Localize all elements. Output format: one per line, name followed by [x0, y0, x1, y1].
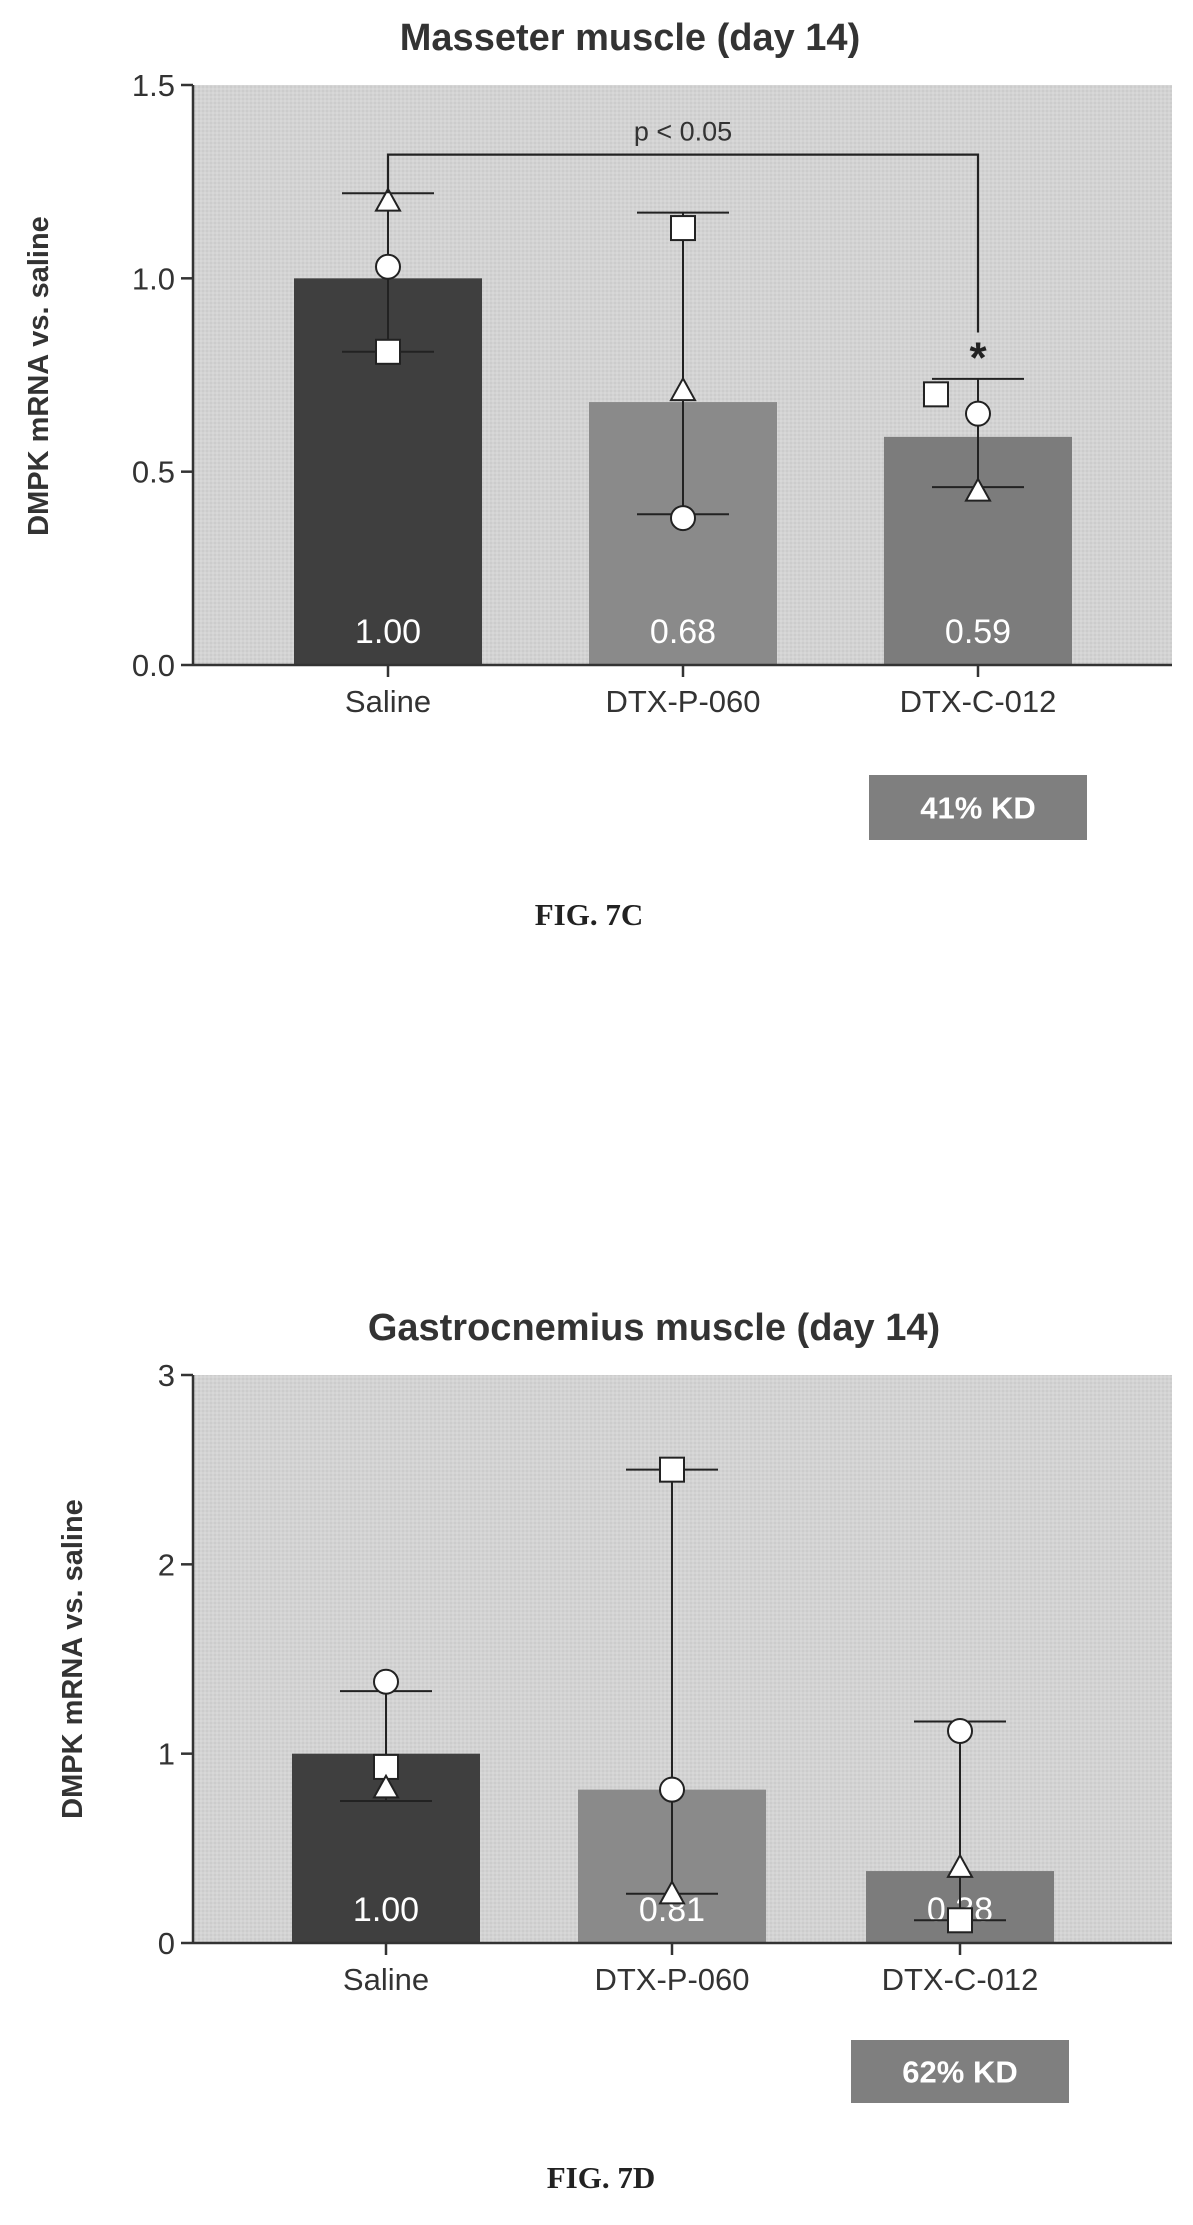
data-point-triangle [946, 1853, 974, 1878]
data-point-square [923, 381, 949, 408]
x-tick-label: DTX-P-060 [605, 684, 760, 719]
y-tick-label: 1 [158, 1737, 175, 1772]
chart-title: Masseter muscle (day 14) [400, 17, 860, 59]
knockdown-box [869, 775, 1087, 840]
knockdown-label: 41% KD [920, 791, 1035, 826]
significance-asterisk: * [969, 333, 987, 382]
data-point-circle [659, 1776, 685, 1803]
bar-value-label: 0.59 [945, 613, 1011, 651]
data-point-triangle [669, 376, 697, 402]
knockdown-box [851, 2040, 1069, 2103]
plot-area: 1.00 0.68 0.59 0.0 0.5 1.0 1.5 Saline DTX-P-060 D… [132, 68, 1172, 840]
chart-masseter: Masseter muscle (day 14) DMPK mRNA vs. s… [23, 17, 1172, 932]
y-tick-label: 0.0 [132, 648, 175, 683]
x-tick-label: DTX-P-060 [594, 1962, 749, 1997]
chart-title: Gastrocnemius muscle (day 14) [368, 1307, 940, 1349]
data-point-square [375, 338, 401, 365]
x-tick-label: DTX-C-012 [882, 1962, 1039, 1997]
figure-label: FIG. 7C [535, 897, 644, 932]
data-point-square [659, 1456, 685, 1483]
bar-value-label: 1.00 [355, 613, 421, 651]
y-tick-label: 1.5 [132, 68, 175, 103]
data-point-square [947, 1907, 973, 1934]
significance-bracket [386, 153, 980, 333]
data-point-circle [373, 1668, 399, 1695]
x-tick-label: Saline [345, 684, 431, 719]
data-point-circle [965, 400, 991, 427]
y-tick-label: 0 [158, 1926, 175, 1961]
data-point-triangle [372, 1773, 400, 1799]
y-tick-label: 2 [158, 1547, 175, 1582]
x-tick-label: DTX-C-012 [900, 684, 1057, 719]
data-point-circle [670, 505, 696, 532]
bar-value-label: 1.00 [353, 1891, 419, 1929]
data-point-triangle [964, 476, 992, 502]
data-point-square [670, 215, 696, 242]
y-tick-label: 1.0 [132, 261, 175, 296]
y-tick-label: 3 [158, 1358, 175, 1393]
plot-area: 1.000.810.380123SalineDTX-P-060DTX-C-012… [158, 1358, 1172, 2103]
figure-label: FIG. 7D [547, 2160, 656, 2195]
data-point-circle [947, 1717, 973, 1744]
data-point-triangle [658, 1879, 686, 1905]
data-point-triangle [374, 186, 402, 212]
data-point-circle [375, 253, 401, 280]
y-axis-label: DMPK mRNA vs. saline [57, 1499, 89, 1819]
y-tick-label: 0.5 [132, 455, 175, 490]
bar-value-label: 0.68 [650, 613, 716, 651]
y-axis-label: DMPK mRNA vs. saline [23, 216, 55, 536]
chart-gastrocnemius: Gastrocnemius muscle (day 14) DMPK mRNA … [57, 1307, 1172, 2195]
significance-label: p < 0.05 [634, 117, 732, 147]
knockdown-label: 62% KD [902, 2055, 1017, 2090]
x-tick-label: Saline [343, 1962, 429, 1997]
